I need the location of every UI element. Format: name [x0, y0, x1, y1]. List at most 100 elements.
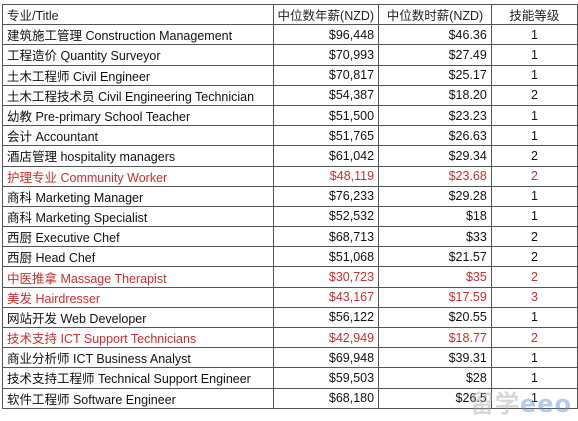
cell-skill-level: 3	[490, 286, 578, 308]
cell-annual-salary: $42,949	[272, 326, 380, 349]
table-row: 西厨 Head Chef $51,068 $21.57 2	[2, 246, 578, 268]
cell-title: 商科 Marketing Manager	[2, 185, 274, 207]
table-row: 软件工程师 Software Engineer $68,180 $26.5 1	[2, 387, 578, 409]
cell-skill-level: 1	[490, 367, 578, 389]
cell-annual-salary: $30,723	[272, 266, 380, 288]
cell-annual-salary: $96,448	[272, 24, 380, 46]
cell-hourly-wage: $28	[378, 367, 492, 389]
cell-hourly-wage: $46.36	[378, 24, 492, 46]
cell-title: 西厨 Executive Chef	[2, 226, 274, 248]
table-row: 会计 Accountant $51,765 $26.63 1	[2, 125, 578, 147]
salary-table: 专业/Title 中位数年薪(NZD) 中位数时薪(NZD) 技能等级 建筑施工…	[2, 3, 578, 409]
cell-annual-salary: $51,068	[272, 246, 380, 268]
table-row: 网站开发 Web Developer $56,122 $20.55 1	[2, 306, 578, 329]
cell-annual-salary: $56,122	[272, 306, 380, 329]
cell-skill-level: 1	[490, 104, 578, 127]
cell-skill-level: 2	[490, 246, 578, 268]
cell-title: 软件工程师 Software Engineer	[2, 387, 274, 409]
cell-skill-level: 1	[490, 185, 578, 207]
table-row: 美发 Hairdresser $43,167 $17.59 3	[2, 286, 578, 308]
cell-skill-level: 1	[490, 387, 578, 409]
cell-title: 商业分析师 ICT Business Analyst	[2, 347, 274, 369]
cell-annual-salary: $68,713	[272, 226, 380, 248]
cell-hourly-wage: $25.17	[378, 64, 492, 86]
cell-title: 护理专业 Community Worker	[2, 165, 274, 187]
cell-skill-level: 1	[490, 24, 578, 46]
cell-title: 土木工程师 Civil Engineer	[2, 64, 274, 86]
cell-skill-level: 1	[490, 64, 578, 86]
table-row: 幼教 Pre-primary School Teacher $51,500 $23.…	[2, 104, 578, 127]
table-row: 技术支持 ICT Support Technicians $42,949 $18.7…	[2, 326, 578, 349]
table-row: 护理专业 Community Worker $48,119 $23.68 2	[2, 165, 578, 187]
table-row: 工程造价 Quantity Surveyor $70,993 $27.49 1	[2, 44, 578, 66]
cell-skill-level: 2	[490, 165, 578, 187]
cell-annual-salary: $52,532	[272, 205, 380, 228]
table-row: 中医推拿 Massage Therapist $30,723 $35 2	[2, 266, 578, 288]
cell-hourly-wage: $26.63	[378, 125, 492, 147]
header-title: 专业/Title	[2, 3, 274, 26]
cell-title: 技术支持 ICT Support Technicians	[2, 326, 274, 349]
cell-annual-salary: $70,993	[272, 44, 380, 66]
cell-annual-salary: $68,180	[272, 387, 380, 409]
cell-hourly-wage: $26.5	[378, 387, 492, 409]
table-row: 酒店管理 hospitality managers $61,042 $29.34 2	[2, 145, 578, 167]
cell-annual-salary: $43,167	[272, 286, 380, 308]
cell-hourly-wage: $21.57	[378, 246, 492, 268]
cell-hourly-wage: $18	[378, 205, 492, 228]
table-row: 商业分析师 ICT Business Analyst $69,948 $39.31 1	[2, 347, 578, 369]
cell-title: 会计 Accountant	[2, 125, 274, 147]
cell-title: 商科 Marketing Specialist	[2, 205, 274, 228]
cell-skill-level: 2	[490, 84, 578, 106]
table-row: 土木工程技术员 Civil Engineering Technician $54,…	[2, 84, 578, 106]
cell-title: 建筑施工管理 Construction Management	[2, 24, 274, 46]
cell-hourly-wage: $18.20	[378, 84, 492, 106]
cell-skill-level: 2	[490, 145, 578, 167]
header-hourly-wage: 中位数时薪(NZD)	[378, 3, 492, 26]
cell-title: 土木工程技术员 Civil Engineering Technician	[2, 84, 274, 106]
cell-annual-salary: $51,500	[272, 104, 380, 127]
cell-annual-salary: $54,387	[272, 84, 380, 106]
salary-table-body: 专业/Title 中位数年薪(NZD) 中位数时薪(NZD) 技能等级 建筑施工…	[2, 3, 578, 409]
cell-skill-level: 1	[490, 44, 578, 66]
cell-annual-salary: $48,119	[272, 165, 380, 187]
cell-annual-salary: $70,817	[272, 64, 380, 86]
header-skill-level: 技能等级	[490, 3, 578, 26]
cell-annual-salary: $61,042	[272, 145, 380, 167]
cell-title: 酒店管理 hospitality managers	[2, 145, 274, 167]
cell-skill-level: 2	[490, 226, 578, 248]
table-row: 西厨 Executive Chef $68,713 $33 2	[2, 226, 578, 248]
cell-title: 网站开发 Web Developer	[2, 306, 274, 329]
table-row: 商科 Marketing Specialist $52,532 $18 1	[2, 205, 578, 228]
table-row: 土木工程师 Civil Engineer $70,817 $25.17 1	[2, 64, 578, 86]
cell-title: 中医推拿 Massage Therapist	[2, 266, 274, 288]
cell-hourly-wage: $23.23	[378, 104, 492, 127]
cell-annual-salary: $59,503	[272, 367, 380, 389]
cell-annual-salary: $76,233	[272, 185, 380, 207]
header-annual-salary: 中位数年薪(NZD)	[272, 3, 380, 26]
table-row: 技术支持工程师 Technical Support Engineer $59,50…	[2, 367, 578, 389]
table-row: 商科 Marketing Manager $76,233 $29.28 1	[2, 185, 578, 207]
cell-annual-salary: $69,948	[272, 347, 380, 369]
cell-title: 幼教 Pre-primary School Teacher	[2, 104, 274, 127]
cell-hourly-wage: $20.55	[378, 306, 492, 329]
cell-title: 美发 Hairdresser	[2, 286, 274, 308]
cell-hourly-wage: $17.59	[378, 286, 492, 308]
table-row: 建筑施工管理 Construction Management $96,448 $46…	[2, 24, 578, 46]
cell-hourly-wage: $18.77	[378, 326, 492, 349]
cell-hourly-wage: $27.49	[378, 44, 492, 66]
cell-skill-level: 1	[490, 125, 578, 147]
cell-skill-level: 1	[490, 205, 578, 228]
cell-title: 工程造价 Quantity Surveyor	[2, 44, 274, 66]
cell-skill-level: 1	[490, 347, 578, 369]
table-header-row: 专业/Title 中位数年薪(NZD) 中位数时薪(NZD) 技能等级	[2, 3, 578, 26]
cell-hourly-wage: $23.68	[378, 165, 492, 187]
cell-title: 技术支持工程师 Technical Support Engineer	[2, 367, 274, 389]
cell-hourly-wage: $35	[378, 266, 492, 288]
cell-skill-level: 2	[490, 326, 578, 349]
cell-hourly-wage: $33	[378, 226, 492, 248]
cell-skill-level: 1	[490, 306, 578, 329]
cell-annual-salary: $51,765	[272, 125, 380, 147]
cell-hourly-wage: $39.31	[378, 347, 492, 369]
cell-title: 西厨 Head Chef	[2, 246, 274, 268]
cell-skill-level: 2	[490, 266, 578, 288]
